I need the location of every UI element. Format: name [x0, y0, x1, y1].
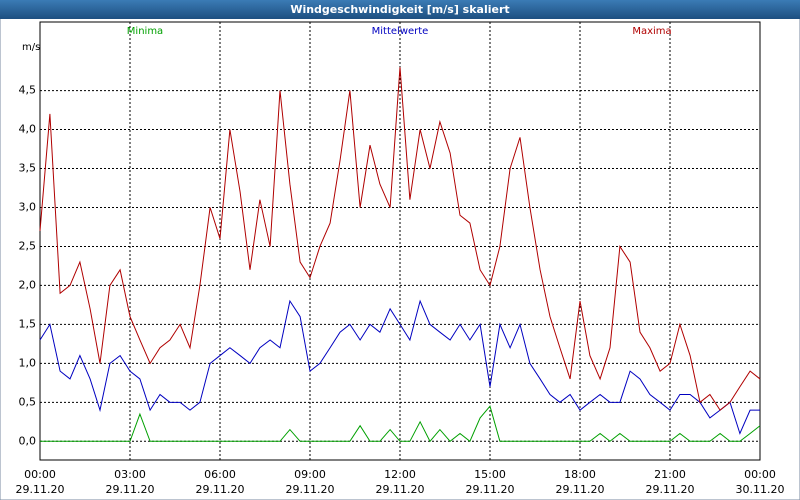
series-line	[39, 299, 760, 435]
series-line	[39, 67, 761, 411]
y-tick-label: 2,0	[19, 278, 37, 291]
y-tick-label: 3,5	[19, 162, 37, 175]
y-tick-label: 0,5	[19, 395, 37, 408]
legend-label: Maxima	[632, 26, 671, 37]
x-tick-date: 29.11.20	[646, 483, 695, 496]
x-tick-label: 21:00	[654, 468, 686, 481]
x-tick-label: 12:00	[384, 468, 416, 481]
x-tick-label: 09:00	[294, 468, 326, 481]
chart-title: Windgeschwindigkeit [m/s] skaliert	[290, 3, 509, 16]
x-tick-date: 29.11.20	[196, 483, 245, 496]
x-tick-date: 30.11.20	[736, 483, 785, 496]
y-tick-label: 4,0	[19, 123, 37, 136]
y-tick-label: 2,5	[19, 239, 37, 252]
x-tick-label: 06:00	[204, 468, 236, 481]
y-tick-label: 0,0	[19, 434, 37, 447]
y-tick-label: 3,0	[19, 200, 37, 213]
x-tick-label: 18:00	[564, 468, 596, 481]
y-tick-label: 4,5	[19, 84, 37, 97]
legend-label: Minima	[127, 26, 163, 37]
x-tick-date: 29.11.20	[466, 483, 515, 496]
x-tick-label: 00:00	[744, 468, 776, 481]
title-bar	[0, 0, 800, 19]
x-tick-date: 29.11.20	[106, 483, 155, 496]
x-tick-date: 29.11.20	[556, 483, 605, 496]
x-tick-date: 29.11.20	[286, 483, 335, 496]
x-tick-label: 15:00	[474, 468, 506, 481]
x-tick-label: 00:00	[24, 468, 56, 481]
y-tick-label: 1,0	[19, 356, 37, 369]
x-tick-label: 03:00	[114, 468, 146, 481]
x-tick-date: 29.11.20	[16, 483, 65, 496]
legend-label: Mittelwerte	[372, 26, 429, 37]
y-tick-label: 1,5	[19, 317, 37, 330]
x-tick-date: 29.11.20	[376, 483, 425, 496]
series-line	[40, 405, 761, 443]
y-axis-label: m/s	[22, 42, 40, 53]
